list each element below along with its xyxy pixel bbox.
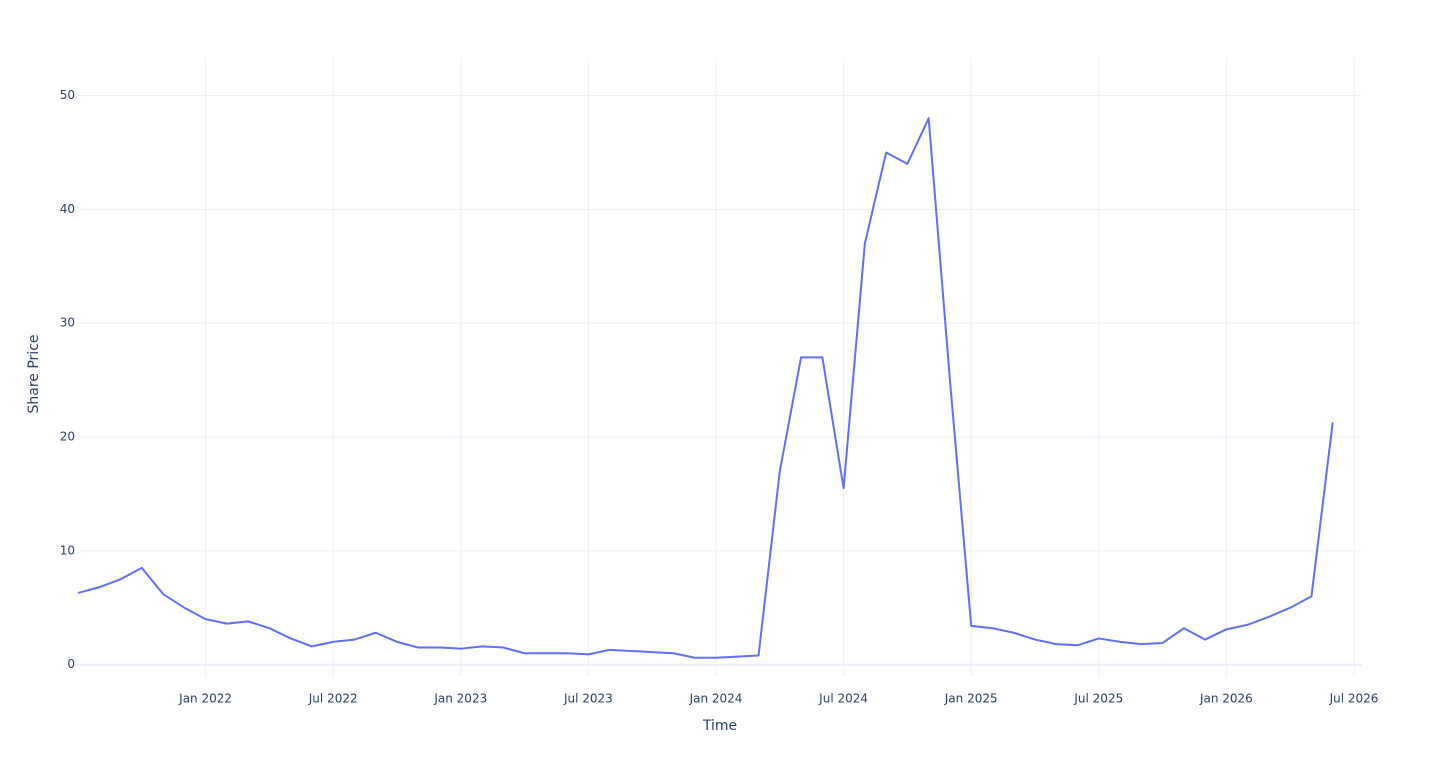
y-tick-label: 10 (60, 543, 75, 557)
x-tick-label: Jul 2025 (1073, 692, 1123, 706)
x-tick-label: Jan 2023 (433, 692, 487, 706)
y-tick-label: 30 (60, 316, 75, 330)
y-tick-label: 0 (67, 657, 75, 671)
y-tick-label: 40 (60, 202, 75, 216)
x-tick-label: Jan 2024 (689, 692, 743, 706)
x-axis-title: Time (702, 718, 737, 734)
x-tick-label: Jan 2026 (1199, 692, 1253, 706)
line-series (77, 117, 1334, 659)
y-axis-title: Share Price (26, 334, 42, 413)
x-tick-label: Jan 2025 (944, 692, 998, 706)
x-tick-label: Jul 2024 (818, 692, 868, 706)
x-tick-label: Jul 2026 (1329, 692, 1379, 706)
x-tick-label: Jan 2022 (178, 692, 232, 706)
x-tick-label: Jul 2022 (308, 692, 358, 706)
y-tick-label: 20 (60, 429, 75, 443)
y-tick-label: 50 (60, 88, 75, 102)
x-tick-label: Jul 2023 (563, 692, 613, 706)
